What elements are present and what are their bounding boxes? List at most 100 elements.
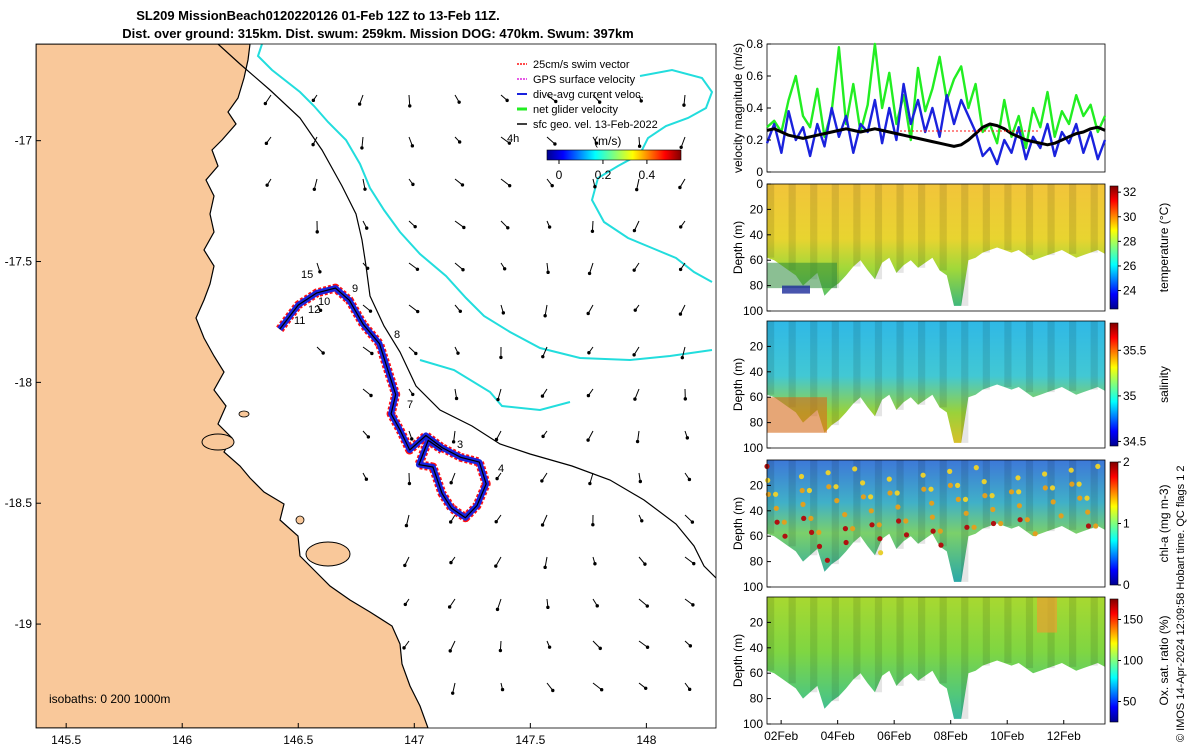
chl-dot	[834, 498, 840, 504]
depth-tick-label: 80	[750, 416, 764, 430]
profile-field	[767, 321, 1105, 443]
profile-field	[767, 184, 1105, 306]
geo-arrow-head	[318, 270, 322, 274]
geo-arrow-head	[364, 477, 369, 481]
geo-arrow	[634, 388, 640, 400]
geo-arrow-head	[679, 225, 683, 229]
geo-arrow-head	[495, 476, 499, 481]
geo-arrow-head	[496, 397, 500, 402]
geo-arrow	[684, 514, 693, 523]
geo-arrow-head	[265, 183, 269, 187]
geo-arrow-head	[408, 104, 412, 108]
geo-arrow-head	[679, 145, 683, 150]
profile-field	[767, 597, 1105, 719]
profile-stripe	[918, 184, 926, 268]
chl-dot	[963, 510, 969, 516]
colorbar-tick-label: 50	[1123, 695, 1137, 709]
time-tick-label: 08Feb	[934, 729, 968, 743]
geo-arrow-head	[410, 144, 415, 148]
velocity-ytick-label: 0.4	[746, 101, 763, 115]
dive-avg-current-line	[765, 82, 1107, 166]
profile-colorbar	[1109, 598, 1119, 723]
geo-arrow	[449, 640, 456, 652]
geo-arrow-head	[633, 308, 637, 312]
colorbar-label: Ox. sat. ratio (%)	[1157, 615, 1171, 705]
profile-salinity: 20 40 60 80 100 Depth (m) 34.5 35 35.5 salinity	[731, 320, 1171, 455]
time-tick-label: 02Feb	[764, 729, 798, 743]
geo-arrow-head	[365, 226, 369, 230]
chl-dot	[877, 536, 883, 542]
geo-arrow-head	[547, 225, 552, 229]
profile-stripe	[918, 597, 926, 681]
colorbar-tick-label: 150	[1123, 613, 1143, 627]
geo-arrow	[453, 430, 456, 442]
geo-arrow	[497, 598, 502, 610]
depth-tick-label: 20	[750, 202, 764, 216]
geo-arrow	[542, 514, 548, 526]
profile-frame	[766, 596, 1106, 725]
depth-tick-label: 100	[743, 580, 763, 594]
profile-stripe	[1090, 597, 1098, 666]
geo-arrow-head	[643, 562, 647, 566]
geo-arrow-head	[599, 688, 604, 692]
velocity-ytick-label: 0	[756, 165, 763, 179]
geo-arrow-head	[593, 185, 597, 189]
profile-colorbar	[1109, 185, 1119, 310]
profile-stripe	[982, 597, 990, 666]
island-small-2	[295, 515, 305, 525]
chl-dot	[833, 484, 839, 490]
colorbar-tick-label: 28	[1123, 234, 1137, 248]
geo-arrow-head	[595, 604, 599, 608]
geo-arrow	[497, 388, 502, 400]
colorbar-tick-label: 32	[1123, 185, 1137, 199]
geo-arrow-head	[447, 605, 452, 609]
geo-arrow-head	[264, 141, 269, 146]
geo-arrow	[638, 640, 648, 648]
chl-dot	[903, 518, 909, 524]
colorbar-tick-label: 0	[556, 168, 563, 182]
chl-dot	[982, 493, 988, 499]
geo-arrow-head	[550, 183, 554, 188]
profile-stripe	[831, 460, 839, 565]
geo-arrow-head	[586, 311, 590, 316]
geo-arrow	[408, 304, 419, 312]
profile-stripe	[961, 184, 969, 306]
geo-arrow-head	[449, 520, 453, 524]
chl-dot	[929, 500, 935, 506]
chl-dot	[824, 557, 831, 563]
geo-arrow	[637, 430, 640, 442]
geo-arrow-head	[687, 687, 692, 692]
chl-dot	[964, 524, 970, 530]
map-frame	[35, 43, 717, 729]
profile-stripe	[1004, 184, 1012, 251]
geo-arrow	[408, 94, 411, 106]
isobath-note: isobaths: 0 200 1000m	[49, 692, 170, 706]
geo-arrow-head	[632, 268, 636, 272]
chl-dot	[1008, 489, 1015, 495]
geo-arrow	[544, 304, 548, 316]
velocity-ytick-label: 0.8	[746, 37, 763, 51]
geo-arrow	[546, 136, 556, 145]
chl-dot	[981, 479, 987, 485]
depth-tick-label: 0	[756, 177, 763, 191]
geo-arrow	[681, 346, 686, 358]
geo-arrow-head	[449, 560, 453, 565]
geo-arrow-head	[448, 649, 452, 653]
profile-stripe	[788, 597, 796, 684]
chl-dot	[765, 477, 771, 483]
profile-stripe	[896, 184, 904, 273]
velocity-panel: 0 0.2 0.4 0.6 0.8 velocity magnitude (m/s)	[731, 37, 1107, 179]
profile-stripe	[982, 321, 990, 390]
map-panel: 15 9 10 12 11 8 7 3 4 145.5 146 146.5 147 14…	[5, 43, 717, 747]
geo-arrow-head	[318, 308, 323, 313]
profile-stripe	[788, 460, 796, 547]
geo-arrow	[408, 262, 418, 270]
geo-arrow-head	[551, 688, 555, 693]
chl-dot	[1093, 523, 1099, 529]
geo-arrow-head	[456, 351, 460, 355]
geo-arrow-head	[680, 355, 685, 360]
geo-arrow-head	[414, 351, 418, 356]
geo-arrow-head	[632, 228, 637, 233]
geo-arrow-head	[687, 477, 692, 482]
geo-arrow-head	[543, 314, 547, 318]
